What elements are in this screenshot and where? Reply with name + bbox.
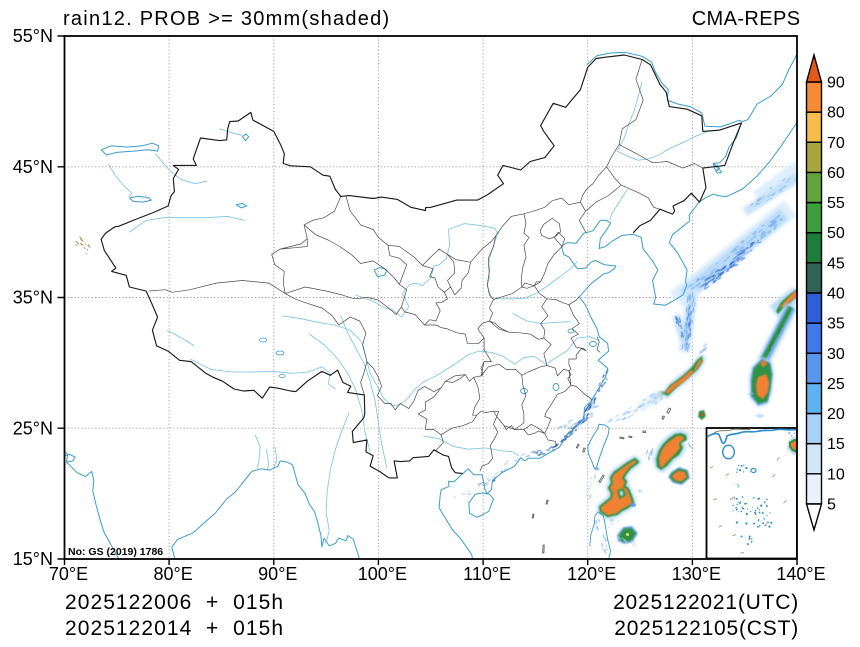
svg-text:rain12. PROB >= 30mm(shaded): rain12. PROB >= 30mm(shaded) bbox=[63, 8, 390, 30]
svg-text:30: 30 bbox=[827, 346, 845, 363]
svg-text:70°E: 70°E bbox=[49, 564, 88, 584]
svg-text:2025122105(CST): 2025122105(CST) bbox=[614, 617, 799, 640]
svg-text:140°E: 140°E bbox=[776, 564, 825, 584]
svg-text:15°N: 15°N bbox=[13, 549, 53, 569]
svg-text:35: 35 bbox=[827, 316, 845, 333]
svg-text:CMA-REPS: CMA-REPS bbox=[692, 8, 801, 30]
svg-text:70: 70 bbox=[827, 135, 845, 152]
svg-text:35°N: 35°N bbox=[13, 288, 53, 308]
svg-text:60: 60 bbox=[827, 165, 845, 182]
svg-text:25: 25 bbox=[827, 376, 845, 393]
svg-text:2025122014 + 015h: 2025122014 + 015h bbox=[65, 617, 284, 640]
svg-text:50: 50 bbox=[827, 225, 845, 242]
svg-text:120°E: 120°E bbox=[567, 564, 616, 584]
svg-text:55°N: 55°N bbox=[13, 26, 53, 46]
svg-text:45°N: 45°N bbox=[13, 157, 53, 177]
svg-text:No: GS (2019) 1786: No: GS (2019) 1786 bbox=[68, 546, 163, 558]
svg-text:10: 10 bbox=[827, 466, 845, 483]
svg-text:25°N: 25°N bbox=[13, 418, 53, 438]
svg-text:40: 40 bbox=[827, 286, 845, 303]
svg-text:80: 80 bbox=[827, 105, 845, 122]
svg-text:90: 90 bbox=[827, 75, 845, 92]
svg-text:130°E: 130°E bbox=[672, 564, 721, 584]
svg-text:20: 20 bbox=[827, 406, 845, 423]
svg-text:80°E: 80°E bbox=[153, 564, 192, 584]
svg-text:90°E: 90°E bbox=[258, 564, 297, 584]
svg-text:2025122021(UTC): 2025122021(UTC) bbox=[613, 591, 799, 614]
svg-text:15: 15 bbox=[827, 436, 845, 453]
svg-text:45: 45 bbox=[827, 255, 845, 272]
svg-text:55: 55 bbox=[827, 195, 845, 212]
svg-text:5: 5 bbox=[827, 497, 836, 514]
svg-text:2025122006 + 015h: 2025122006 + 015h bbox=[65, 591, 284, 614]
svg-text:100°E: 100°E bbox=[358, 564, 407, 584]
svg-text:110°E: 110°E bbox=[463, 564, 511, 584]
